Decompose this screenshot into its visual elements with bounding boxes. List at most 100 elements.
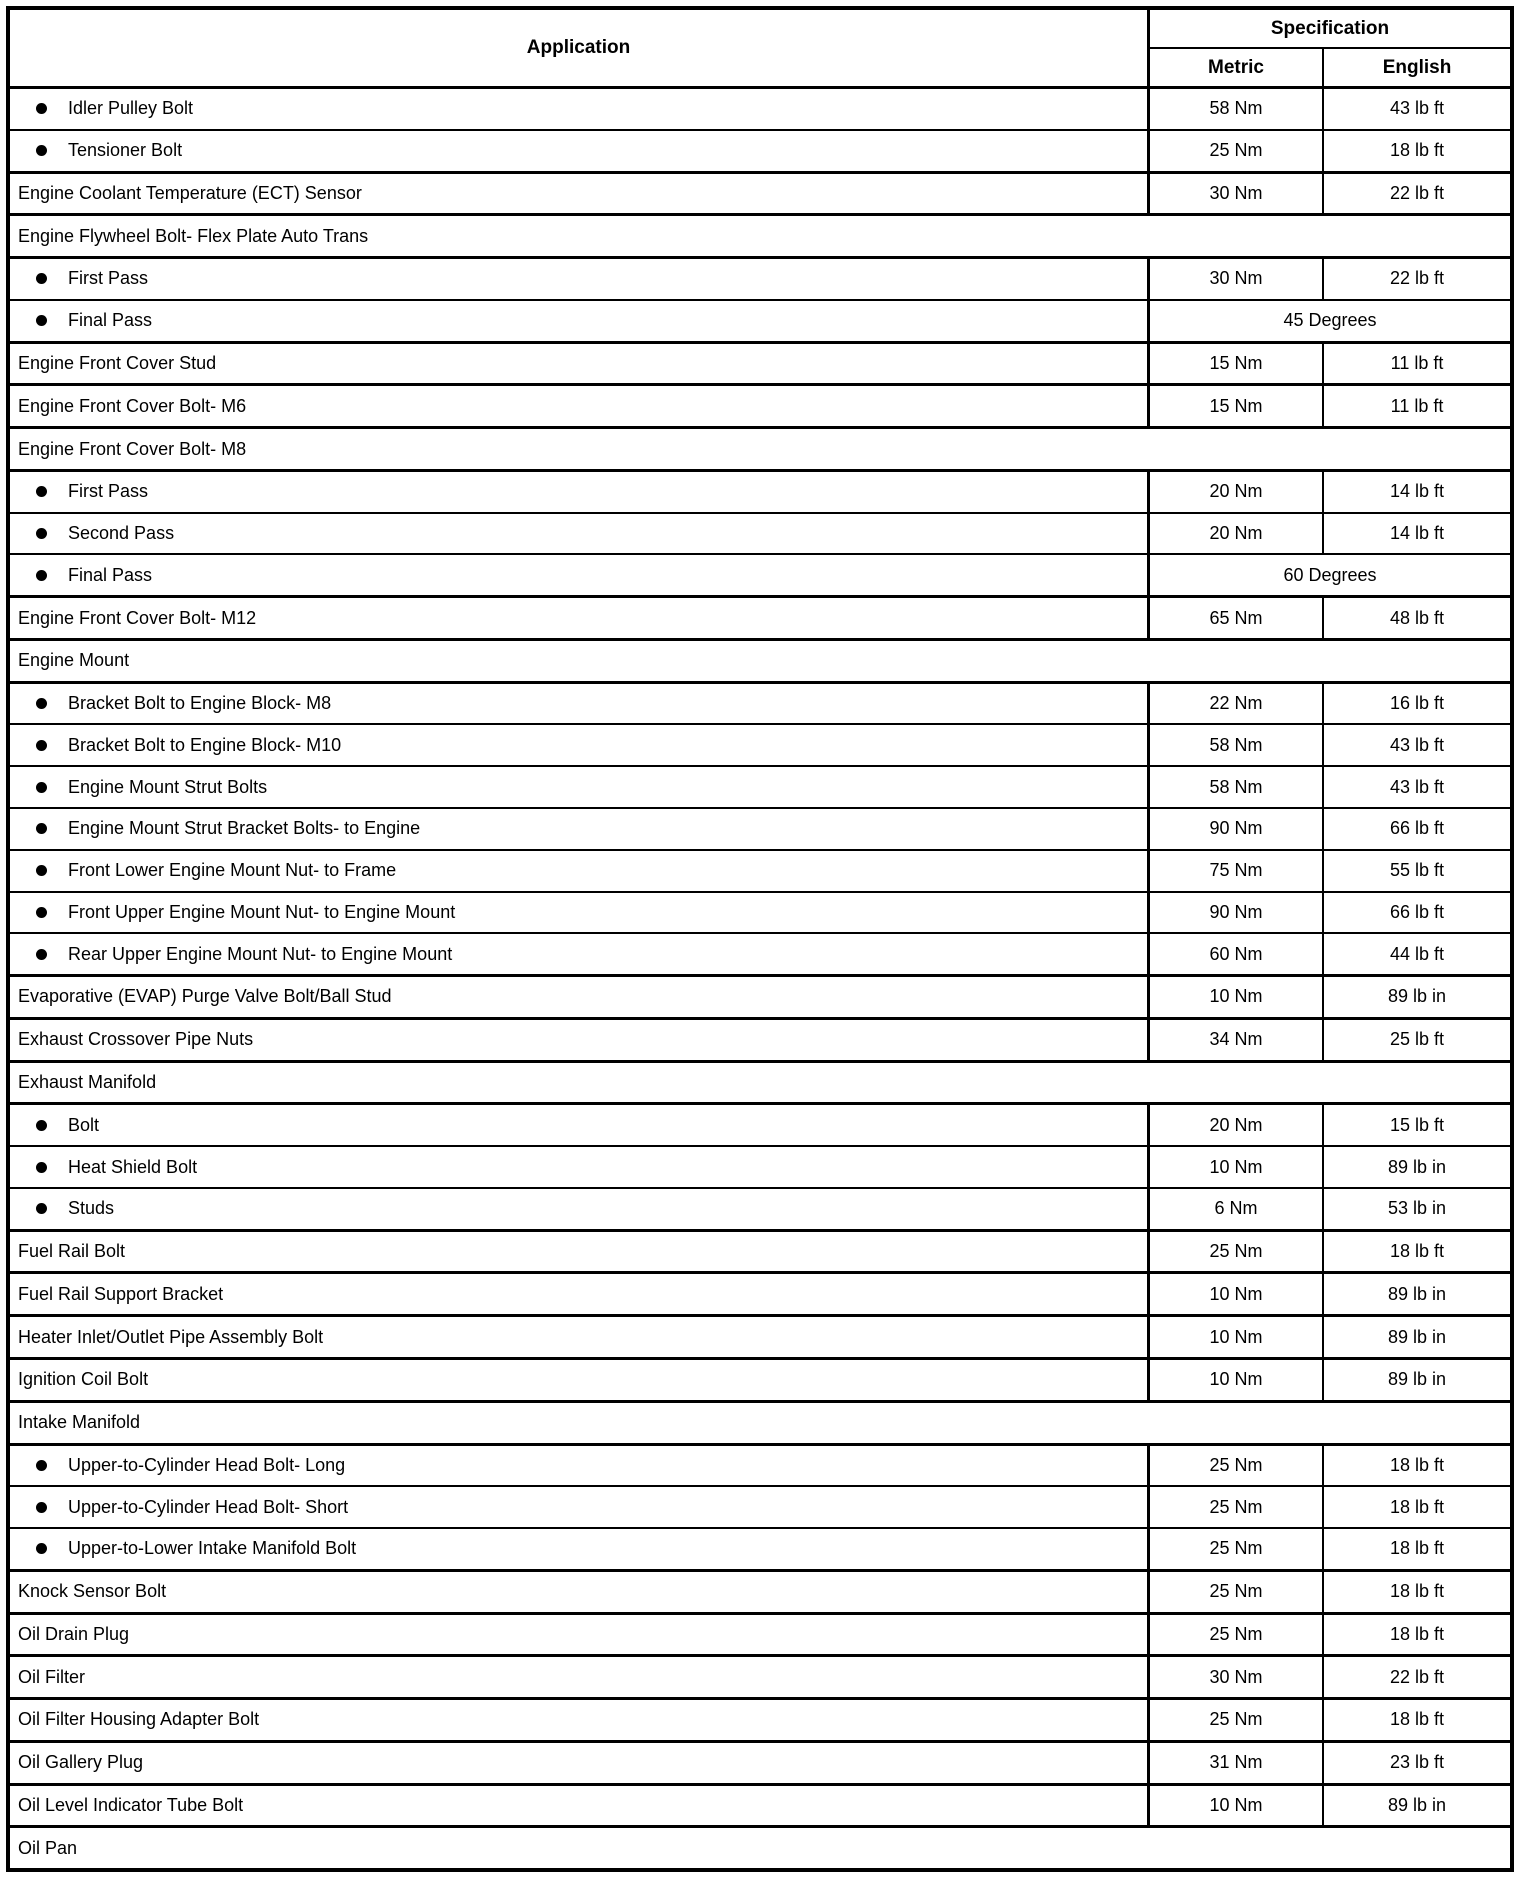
application-label: Studs [68,1198,115,1219]
bullet-icon [36,823,47,835]
english-value: 22 lb ft [1322,173,1510,214]
application-label: Oil Filter [18,1666,85,1687]
application-cell: Engine Coolant Temperature (ECT) Sensor [10,174,1147,214]
application-label: Oil Level Indicator Tube Bolt [18,1795,244,1815]
merged-spec-value: 45 Degrees [1147,300,1510,341]
english-value: 89 lb in [1322,1785,1510,1826]
english-value: 18 lb ft [1322,1571,1510,1612]
english-value: 18 lb ft [1322,1529,1510,1569]
section-label: Oil Pan [18,1837,78,1858]
english-value: 43 lb ft [1322,89,1510,129]
table-row: Oil Drain Plug 25 Nm 18 lb ft [10,1611,1510,1655]
english-value: 18 lb ft [1322,1231,1510,1272]
metric-value: 90 Nm [1147,809,1322,849]
table-row: Bracket Bolt to Engine Block- M10 58 Nm 43… [10,723,1510,766]
bullet-icon [36,906,47,918]
table-body: Idler Pulley Bolt 58 Nm 43 lb ft Tensioner … [10,89,1510,1868]
application-cell: Studs [10,1189,1147,1229]
metric-value: 25 Nm [1147,1231,1322,1272]
application-cell: Exhaust Manifold [10,1063,1510,1103]
metric-value: 31 Nm [1147,1742,1322,1783]
metric-value: 15 Nm [1147,386,1322,427]
english-value: 22 lb ft [1322,259,1510,299]
table-row: Engine Mount Strut Bracket Bolts- to Eng… [10,807,1510,849]
bullet-icon [36,1543,47,1555]
english-value: 18 lb ft [1322,1445,1510,1486]
application-cell: Final Pass [10,555,1147,595]
bullet-icon [36,948,47,960]
section-row: Exhaust Manifold [10,1059,1510,1103]
section-row: Engine Front Cover Bolt- M8 [10,426,1510,469]
application-cell: Oil Pan [10,1828,1510,1868]
table-row: Heater Inlet/Outlet Pipe Assembly Bolt 10… [10,1314,1510,1357]
bullet-icon [36,1459,47,1471]
english-value: 48 lb ft [1322,598,1510,638]
metric-value: 65 Nm [1147,598,1322,638]
english-value: 43 lb ft [1322,767,1510,808]
section-label: Engine Front Cover Bolt- M8 [18,438,247,459]
english-value: 18 lb ft [1322,1487,1510,1528]
application-cell: Bracket Bolt to Engine Block- M10 [10,725,1147,765]
application-label: Exhaust Crossover Pipe Nuts [18,1029,254,1050]
application-label: Upper-to-Lower Intake Manifold Bolt [68,1538,357,1559]
english-column-header: English [1322,49,1510,86]
english-value: 14 lb ft [1322,513,1510,554]
application-label: Bracket Bolt to Engine Block- M10 [68,734,342,755]
table-row: Idler Pulley Bolt 58 Nm 43 lb ft [10,89,1510,129]
application-cell: Ignition Coil Bolt [10,1360,1147,1400]
table-row: First Pass 30 Nm 22 lb ft [10,256,1510,299]
table-row: Front Upper Engine Mount Nut- to Engine … [10,890,1510,933]
table-row: Oil Gallery Plug 31 Nm 23 lb ft [10,1739,1510,1783]
section-label: Exhaust Manifold [18,1071,157,1092]
application-label: Fuel Rail Bolt [18,1241,126,1262]
table-row: Oil Level Indicator Tube Bolt 10 Nm 89 lb … [10,1782,1510,1826]
metric-value: 75 Nm [1147,850,1322,891]
table-row: Fuel Rail Support Bracket 10 Nm 89 lb in [10,1271,1510,1315]
metric-value: 15 Nm [1147,343,1322,384]
table-row: Fuel Rail Bolt 25 Nm 18 lb ft [10,1228,1510,1272]
metric-value: 30 Nm [1147,1657,1322,1698]
application-cell: Exhaust Crossover Pipe Nuts [10,1020,1147,1060]
application-label: Engine Front Cover Stud [18,352,217,373]
application-cell: Evaporative (EVAP) Purge Valve Bolt/Ball… [10,977,1147,1017]
application-label: Oil Drain Plug [18,1623,130,1644]
application-cell: Bracket Bolt to Engine Block- M8 [10,684,1147,724]
application-cell: Upper-to-Cylinder Head Bolt- Long [10,1446,1147,1486]
section-label: Intake Manifold [18,1412,141,1433]
metric-value: 10 Nm [1147,1359,1322,1400]
metric-value: 30 Nm [1147,259,1322,299]
application-cell: Engine Front Cover Bolt- M8 [10,429,1510,469]
english-value: 25 lb ft [1322,1019,1510,1060]
table-row: Engine Front Cover Stud 15 Nm 11 lb ft [10,340,1510,384]
torque-spec-table: Application Specification Metric English… [6,6,1514,1872]
specification-header-group: Specification Metric English [1147,10,1510,86]
application-label: Engine Mount Strut Bracket Bolts- to Eng… [68,818,421,839]
application-cell: Upper-to-Lower Intake Manifold Bolt [10,1529,1147,1569]
english-value: 18 lb ft [1322,130,1510,171]
metric-value: 25 Nm [1147,130,1322,171]
english-value: 89 lb in [1322,1147,1510,1187]
application-cell: Engine Front Cover Stud [10,344,1147,384]
bullet-icon [36,865,47,877]
section-label: Engine Flywheel Bolt- Flex Plate Auto Tr… [18,225,369,246]
application-label: Engine Front Cover Bolt- M6 [18,395,247,416]
section-row: Intake Manifold [10,1399,1510,1443]
metric-value: 20 Nm [1147,1105,1322,1146]
english-value: 14 lb ft [1322,471,1510,512]
bullet-icon [36,486,47,498]
table-row: Evaporative (EVAP) Purge Valve Bolt/Ball… [10,974,1510,1017]
table-row: Studs 6 Nm 53 lb in [10,1186,1510,1229]
application-cell: Front Lower Engine Mount Nut- to Frame [10,851,1147,891]
specification-column-header: Specification [1150,10,1510,49]
application-label: Heat Shield Bolt [68,1156,198,1177]
table-row: Upper-to-Lower Intake Manifold Bolt 25 Nm… [10,1527,1510,1569]
application-cell: Upper-to-Cylinder Head Bolt- Short [10,1487,1147,1527]
bullet-icon [36,1501,47,1513]
bullet-icon [36,569,47,581]
application-cell: Oil Drain Plug [10,1615,1147,1655]
application-label: Engine Mount Strut Bolts [68,776,268,797]
section-label: Engine Mount [18,650,130,671]
english-value: 18 lb ft [1322,1700,1510,1740]
table-row: Front Lower Engine Mount Nut- to Frame 75… [10,848,1510,891]
metric-value: 25 Nm [1147,1614,1322,1655]
